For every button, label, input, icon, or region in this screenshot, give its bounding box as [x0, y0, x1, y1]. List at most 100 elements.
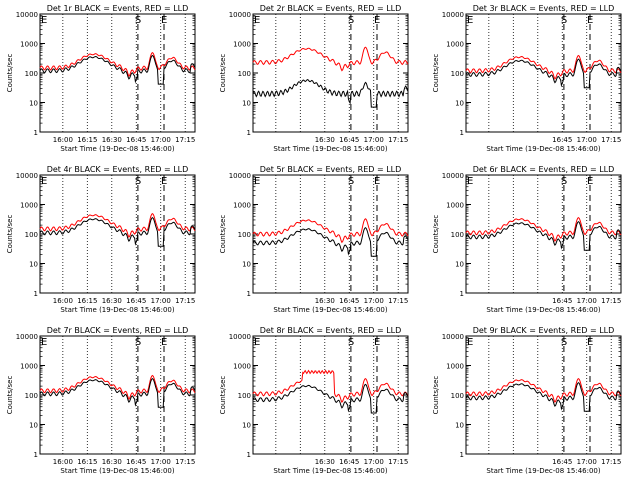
y-tick-label: 10000 — [229, 172, 251, 180]
detector-panel-3: Det 3r BLACK = Events, RED = LLD 1 10 100 10… — [432, 4, 622, 153]
lld-series-line — [252, 369, 409, 404]
x-tick-label: 17:00 — [577, 136, 597, 144]
x-tick-label: 17:15 — [388, 297, 408, 305]
panel-title: Det 2r BLACK = Events, RED = LLD — [260, 4, 402, 13]
lld-series-line — [465, 216, 622, 243]
marker-label: S — [348, 15, 354, 26]
detector-panel-8: Det 8r BLACK = Events, RED = LLD 1 10 100 10… — [219, 326, 409, 475]
y-tick-label: 1 — [460, 451, 464, 459]
panel-title: Det 4r BLACK = Events, RED = LLD — [47, 165, 189, 174]
y-tick-label: 10 — [455, 422, 464, 430]
y-tick-label: 100 — [238, 392, 251, 400]
y-tick-label: 10 — [242, 261, 251, 269]
y-tick-label: 1000 — [233, 41, 251, 49]
y-tick-label: 10 — [455, 261, 464, 269]
panel-title: Det 7r BLACK = Events, RED = LLD — [47, 326, 189, 335]
y-tick-label: 100 — [238, 231, 251, 239]
y-tick-label: 1 — [34, 451, 38, 459]
panel-title: Det 3r BLACK = Events, RED = LLD — [473, 4, 615, 13]
plot-frame — [252, 13, 409, 133]
marker-label: S — [135, 176, 141, 187]
x-tick-label: 16:30 — [315, 136, 335, 144]
x-tick-label: 16:15 — [77, 297, 97, 305]
events-series-line — [465, 58, 622, 89]
marker-label: E — [587, 15, 593, 26]
y-tick-label: 1 — [460, 290, 464, 298]
y-tick-label: 1000 — [20, 363, 38, 371]
x-axis-label: Start Time (19-Dec-08 15:46:00) — [60, 145, 174, 153]
y-tick-label: 10000 — [229, 11, 251, 19]
marker-label: S — [561, 15, 567, 26]
x-tick-label: 17:00 — [151, 136, 171, 144]
x-tick-label: 17:00 — [577, 297, 597, 305]
y-tick-label: 1 — [247, 129, 251, 137]
detector-panel-6: Det 6r BLACK = Events, RED = LLD 1 10 100 10… — [432, 165, 622, 314]
detector-panel-4: Det 4r BLACK = Events, RED = LLD 1 10 100 10… — [6, 165, 196, 314]
y-axis-label: Counts/sec — [219, 215, 227, 254]
y-tick-label: 1000 — [446, 41, 464, 49]
y-tick-label: 1000 — [446, 363, 464, 371]
x-axis-label: Start Time (19-Dec-08 15:46:00) — [273, 306, 387, 314]
marker-label: E — [587, 176, 593, 187]
x-tick-label: 16:45 — [126, 136, 146, 144]
y-tick-label: 10000 — [229, 333, 251, 341]
detector-panel-1: Det 1r BLACK = Events, RED = LLD 1 10 100 10… — [6, 4, 196, 153]
x-tick-label: 16:45 — [339, 297, 359, 305]
events-series-line — [39, 54, 196, 85]
marker-label: S — [348, 337, 354, 348]
lld-series-line — [465, 377, 622, 404]
events-series-line — [252, 383, 409, 414]
y-axis-label: Counts/sec — [219, 376, 227, 415]
x-tick-label: 16:45 — [339, 136, 359, 144]
marker-label: E — [467, 176, 473, 187]
x-tick-label: 17:15 — [388, 136, 408, 144]
events-series-line — [465, 382, 622, 412]
y-tick-label: 100 — [238, 70, 251, 78]
y-tick-label: 10 — [29, 422, 38, 430]
x-axis-label: Start Time (19-Dec-08 15:46:00) — [273, 467, 387, 475]
x-tick-label: 17:00 — [151, 458, 171, 466]
events-series-line — [252, 79, 409, 108]
marker-label: E — [254, 337, 260, 348]
y-axis-label: Counts/sec — [6, 215, 14, 254]
marker-label: E — [587, 337, 593, 348]
x-axis-label: Start Time (19-Dec-08 15:46:00) — [273, 145, 387, 153]
x-tick-label: 16:00 — [53, 297, 73, 305]
marker-label: E — [254, 15, 260, 26]
marker-label: S — [561, 176, 567, 187]
y-axis-label: Counts/sec — [432, 376, 440, 415]
x-axis-label: Start Time (19-Dec-08 15:46:00) — [60, 306, 174, 314]
x-tick-label: 16:00 — [53, 136, 73, 144]
x-tick-label: 16:00 — [53, 458, 73, 466]
marker-label: E — [41, 337, 47, 348]
marker-label: S — [135, 337, 141, 348]
detector-panel-2: Det 2r BLACK = Events, RED = LLD 1 10 100 10… — [219, 4, 409, 153]
x-tick-label: 17:15 — [175, 458, 195, 466]
y-tick-label: 1 — [460, 129, 464, 137]
marker-label: S — [561, 337, 567, 348]
x-tick-label: 16:15 — [77, 458, 97, 466]
y-tick-label: 100 — [451, 392, 464, 400]
y-tick-label: 1 — [247, 290, 251, 298]
lld-series-line — [465, 54, 622, 80]
y-tick-label: 10 — [29, 261, 38, 269]
panel-title: Det 5r BLACK = Events, RED = LLD — [260, 165, 402, 174]
x-tick-label: 16:30 — [102, 458, 122, 466]
y-tick-label: 1 — [34, 290, 38, 298]
panel-title: Det 9r BLACK = Events, RED = LLD — [473, 326, 615, 335]
marker-label: E — [374, 176, 380, 187]
y-tick-label: 10000 — [16, 333, 38, 341]
marker-label: E — [467, 337, 473, 348]
panel-title: Det 8r BLACK = Events, RED = LLD — [260, 326, 402, 335]
marker-label: S — [135, 15, 141, 26]
x-tick-label: 17:15 — [388, 458, 408, 466]
y-tick-label: 10 — [242, 100, 251, 108]
x-tick-label: 16:45 — [552, 136, 572, 144]
events-series-line — [39, 377, 196, 408]
marker-label: E — [41, 176, 47, 187]
x-axis-label: Start Time (19-Dec-08 15:46:00) — [486, 145, 600, 153]
y-axis-label: Counts/sec — [6, 376, 14, 415]
lld-series-line — [252, 218, 409, 244]
x-tick-label: 16:30 — [102, 297, 122, 305]
detector-panel-9: Det 9r BLACK = Events, RED = LLD 1 10 100 10… — [432, 326, 622, 475]
